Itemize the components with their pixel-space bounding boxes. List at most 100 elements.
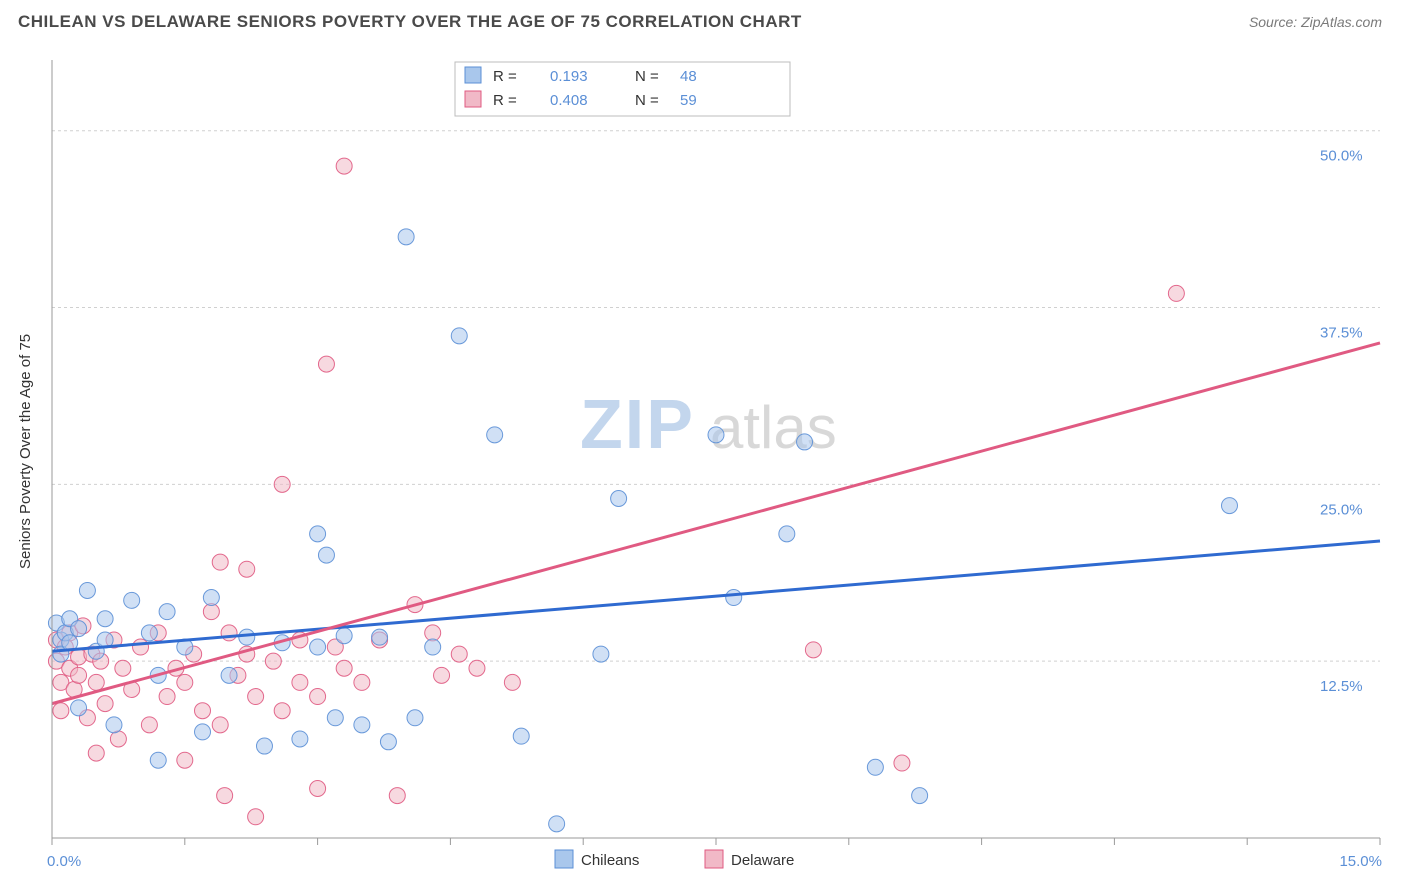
data-point [469,660,485,676]
data-point [779,526,795,542]
data-point [805,642,821,658]
data-point [53,703,69,719]
data-point [106,717,122,733]
data-point [593,646,609,662]
page-title: CHILEAN VS DELAWARE SENIORS POVERTY OVER… [18,12,802,32]
data-point [336,158,352,174]
data-point [318,547,334,563]
data-point [110,731,126,747]
svg-text:0.0%: 0.0% [47,853,81,870]
data-point [265,653,281,669]
data-point [407,710,423,726]
data-point [310,639,326,655]
data-point [159,689,175,705]
data-point [318,356,334,372]
data-point [549,816,565,832]
data-point [425,625,441,641]
correlation-chart: 12.5% 25.0% 37.5% 50.0% ZIPatlas 0.0% 15.0% Sen… [0,48,1406,892]
data-point [97,611,113,627]
data-point [274,476,290,492]
data-point [336,628,352,644]
data-point [336,660,352,676]
svg-text:50.0%: 50.0% [1320,148,1363,165]
svg-text:N =: N = [635,68,659,85]
data-point [389,788,405,804]
data-point [726,590,742,606]
data-point [79,582,95,598]
data-point [195,703,211,719]
trend-line [52,541,1380,651]
data-point [97,696,113,712]
data-point [354,674,370,690]
data-point [177,752,193,768]
data-point [894,755,910,771]
data-point [292,731,308,747]
legend-swatch [705,850,723,868]
data-point [425,639,441,655]
legend-swatch [465,91,481,107]
data-point [398,229,414,245]
data-point [177,674,193,690]
data-point [141,625,157,641]
svg-text:R =: R = [493,92,517,109]
data-point [248,809,264,825]
svg-text:R =: R = [493,68,517,85]
svg-text:25.0%: 25.0% [1320,501,1363,518]
legend-swatch [555,850,573,868]
data-point [434,667,450,683]
svg-text:15.0%: 15.0% [1339,853,1382,870]
source-attribution: Source: ZipAtlas.com [1249,14,1382,30]
data-point [912,788,928,804]
svg-text:0.408: 0.408 [550,92,588,109]
data-point [372,629,388,645]
svg-text:48: 48 [680,68,697,85]
data-point [141,717,157,733]
svg-text:37.5%: 37.5% [1320,325,1363,342]
data-point [239,561,255,577]
data-point [133,639,149,655]
data-point [239,629,255,645]
data-point [88,745,104,761]
data-point [71,700,87,716]
data-point [310,526,326,542]
data-point [159,604,175,620]
data-point [212,554,228,570]
data-point [212,717,228,733]
data-point [797,434,813,450]
svg-text:N =: N = [635,92,659,109]
data-point [354,717,370,733]
data-point [274,703,290,719]
data-point [310,689,326,705]
data-point [451,328,467,344]
data-point [708,427,724,443]
data-point [451,646,467,662]
data-point [487,427,503,443]
data-point [71,667,87,683]
data-point [71,621,87,637]
svg-text:atlas: atlas [710,394,837,461]
data-point [150,752,166,768]
data-point [513,728,529,744]
svg-text:59: 59 [680,92,697,109]
legend-swatch [465,67,481,83]
data-point [221,667,237,683]
data-point [504,674,520,690]
data-point [327,710,343,726]
svg-text:12.5%: 12.5% [1320,678,1363,695]
data-point [1168,285,1184,301]
data-point [203,604,219,620]
data-point [256,738,272,754]
svg-text:Seniors Poverty Over the Age o: Seniors Poverty Over the Age of 75 [17,334,34,569]
data-point [248,689,264,705]
data-point [115,660,131,676]
data-point [292,674,308,690]
data-point [203,590,219,606]
data-point [88,674,104,690]
data-point [611,491,627,507]
legend-label: Delaware [731,852,794,869]
legend-label: Chileans [581,852,639,869]
data-point [124,592,140,608]
svg-text:ZIP: ZIP [580,385,695,463]
data-point [1221,498,1237,514]
svg-text:0.193: 0.193 [550,68,588,85]
